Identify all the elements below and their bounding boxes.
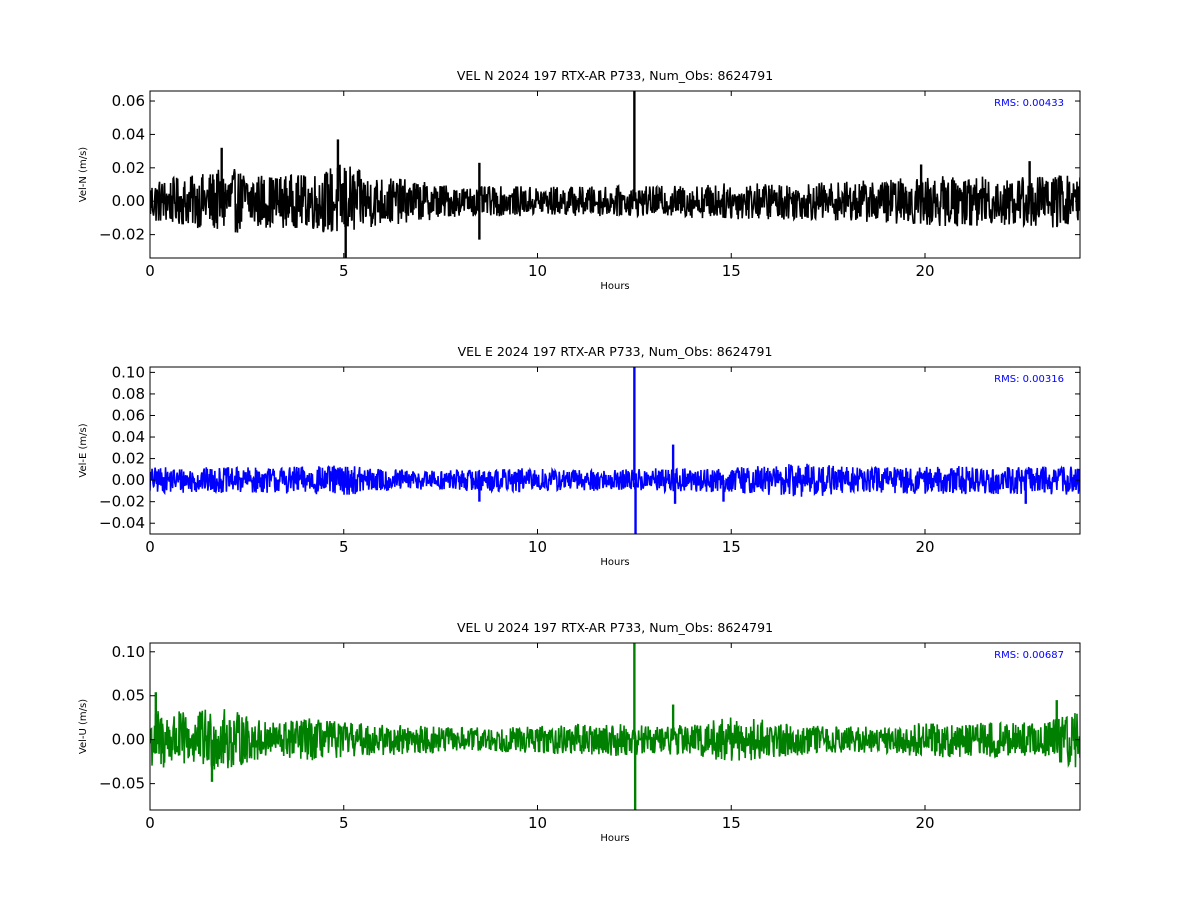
x-axis-label: Hours — [600, 833, 629, 844]
y-axis-label: Vel-U (m/s) — [78, 699, 89, 754]
x-tick-label: 15 — [722, 538, 741, 556]
y-axis-label: Vel-N (m/s) — [78, 147, 89, 202]
y-tick-label: 0.00 — [112, 731, 145, 749]
velocity-panel: VEL E 2024 197 RTX-AR P733, Num_Obs: 862… — [78, 344, 1081, 568]
chart-title: VEL E 2024 197 RTX-AR P733, Num_Obs: 862… — [458, 344, 773, 359]
y-tick-label: 0.05 — [112, 687, 145, 705]
y-tick-label: −0.02 — [99, 226, 145, 244]
x-tick-label: 5 — [339, 262, 349, 280]
y-tick-label: 0.06 — [112, 92, 145, 110]
x-tick-label: 10 — [528, 814, 547, 832]
series-line — [150, 709, 1080, 770]
y-tick-label: −0.02 — [99, 493, 145, 511]
x-tick-label: 10 — [528, 262, 547, 280]
y-tick-label: 0.04 — [112, 125, 145, 143]
x-tick-label: 20 — [915, 814, 934, 832]
x-tick-label: 0 — [145, 814, 155, 832]
axes-frame — [149, 642, 1081, 811]
x-tick-label: 15 — [722, 262, 741, 280]
x-axis-label: Hours — [600, 281, 629, 292]
series-line — [150, 463, 1080, 497]
axes-frame — [149, 366, 1081, 535]
x-tick-label: 20 — [915, 538, 934, 556]
y-axis-label: Vel-E (m/s) — [78, 423, 89, 477]
velocity-panel: VEL N 2024 197 RTX-AR P733, Num_Obs: 862… — [78, 68, 1081, 292]
axes-frame — [149, 90, 1081, 259]
chart-title: VEL U 2024 197 RTX-AR P733, Num_Obs: 862… — [457, 620, 773, 635]
y-tick-label: 0.10 — [112, 643, 145, 661]
rms-annotation: RMS: 0.00687 — [994, 650, 1064, 661]
x-tick-label: 5 — [339, 538, 349, 556]
y-tick-label: 0.06 — [112, 406, 145, 424]
rms-annotation: RMS: 0.00433 — [994, 98, 1064, 109]
x-tick-label: 0 — [145, 262, 155, 280]
y-tick-label: 0.02 — [112, 159, 145, 177]
y-tick-label: 0.04 — [112, 428, 145, 446]
y-tick-label: 0.00 — [112, 471, 145, 489]
rms-annotation: RMS: 0.00316 — [994, 374, 1064, 385]
y-tick-label: 0.10 — [112, 363, 145, 381]
x-tick-label: 5 — [339, 814, 349, 832]
x-tick-label: 0 — [145, 538, 155, 556]
y-tick-label: 0.02 — [112, 450, 145, 468]
chart-title: VEL N 2024 197 RTX-AR P733, Num_Obs: 862… — [457, 68, 773, 83]
x-tick-label: 15 — [722, 814, 741, 832]
y-tick-label: −0.05 — [99, 775, 145, 793]
x-tick-label: 10 — [528, 538, 547, 556]
y-tick-label: 0.00 — [112, 192, 145, 210]
velocity-panel: VEL U 2024 197 RTX-AR P733, Num_Obs: 862… — [78, 620, 1081, 844]
x-tick-label: 20 — [915, 262, 934, 280]
y-tick-label: 0.08 — [112, 385, 145, 403]
series-line — [150, 164, 1080, 233]
x-axis-label: Hours — [600, 557, 629, 568]
y-tick-label: −0.04 — [99, 514, 145, 532]
